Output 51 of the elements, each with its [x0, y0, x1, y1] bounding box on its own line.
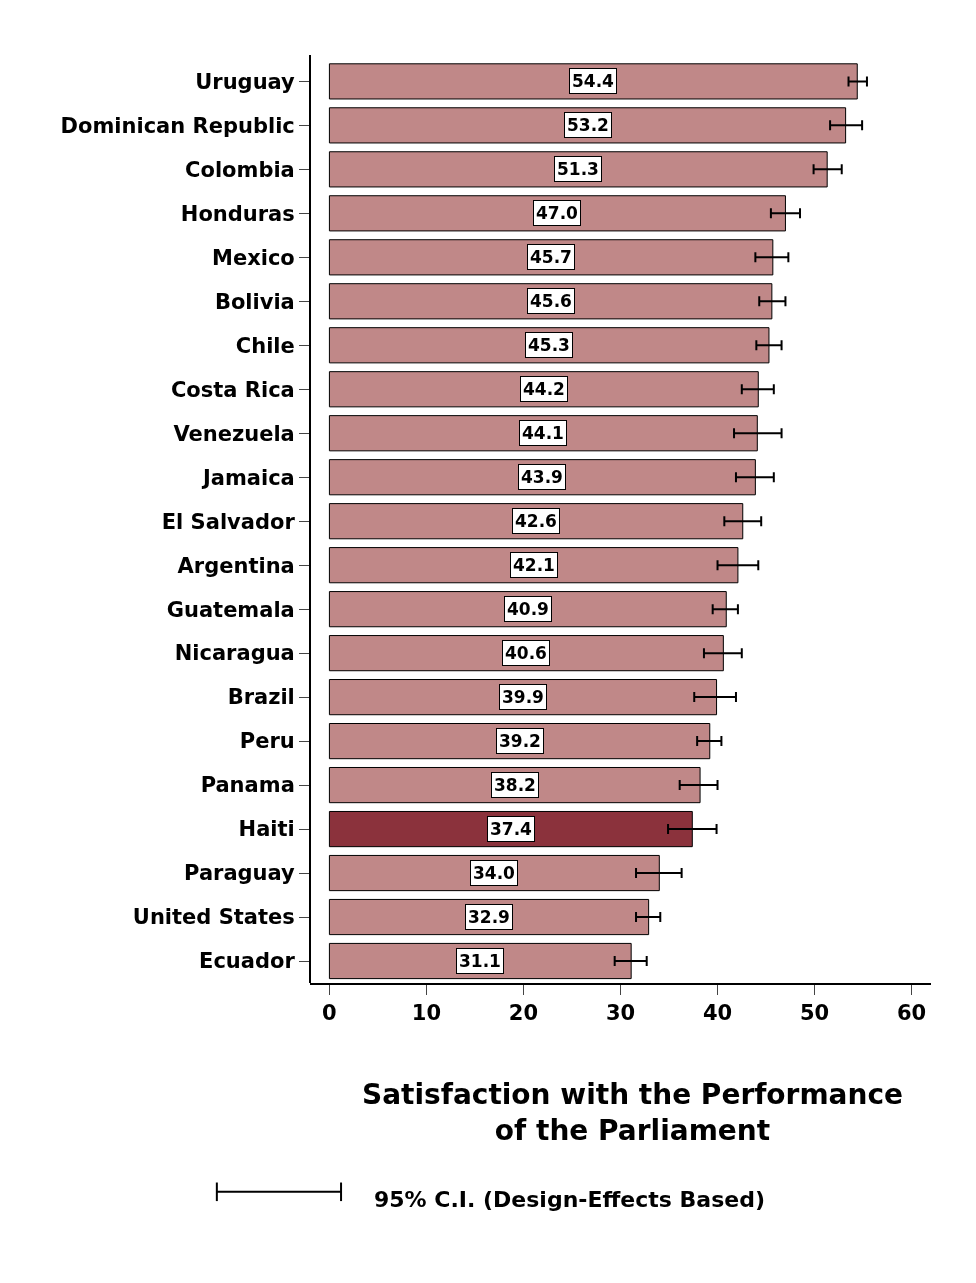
x-tick-label: 30 — [605, 1001, 636, 1026]
y-tick-label: Brazil — [227, 685, 295, 710]
data-label: 38.2 — [494, 775, 536, 795]
data-label: 34.0 — [473, 863, 516, 883]
data-label: 53.2 — [567, 115, 609, 135]
y-tick-label: Uruguay — [195, 69, 296, 94]
y-tick-label: Venezuela — [173, 421, 295, 446]
data-label: 45.3 — [528, 335, 570, 355]
y-tick-label: Panama — [200, 773, 295, 798]
y-tick-label: Colombia — [185, 157, 295, 182]
x-tick-label: 60 — [896, 1001, 927, 1026]
data-label: 37.4 — [490, 819, 533, 839]
text: Satisfaction with the Performance of the Parliament — [362, 1078, 904, 1148]
y-tick-label: Haiti — [238, 817, 295, 842]
data-label: 44.1 — [522, 423, 564, 443]
y-tick-label: Peru — [239, 729, 295, 754]
y-tick-label: El Salvador — [161, 509, 296, 534]
y-tick-label: Dominican Republic — [60, 113, 295, 138]
y-tick-label: United States — [132, 905, 295, 930]
y-tick-label: Paraguay — [184, 861, 296, 886]
data-label: 44.2 — [523, 379, 565, 399]
y-tick-label: Argentina — [177, 553, 295, 578]
y-tick-label: Jamaica — [200, 465, 295, 490]
data-label: 31.1 — [459, 951, 501, 971]
y-tick-label: Costa Rica — [170, 377, 295, 402]
data-label: 39.9 — [502, 687, 544, 707]
data-label: 43.9 — [521, 467, 563, 487]
data-label: 45.6 — [530, 291, 572, 311]
data-label: 42.1 — [513, 555, 555, 575]
x-tick-label: 10 — [411, 1001, 442, 1026]
y-tick-label: Nicaragua — [174, 641, 295, 666]
x-tick-label: 20 — [508, 1001, 539, 1026]
y-tick-label: Bolivia — [214, 289, 295, 314]
y-tick-label: Chile — [235, 333, 295, 358]
y-tick-label: Honduras — [180, 201, 295, 226]
data-label: 39.2 — [499, 731, 541, 751]
data-label: 51.3 — [557, 159, 599, 179]
data-label: 47.0 — [536, 203, 579, 223]
data-label: 32.9 — [468, 907, 510, 927]
x-tick-label: 0 — [322, 1001, 337, 1026]
y-tick-label: Guatemala — [166, 597, 295, 622]
x-tick-label: 40 — [702, 1001, 733, 1026]
data-label: 40.6 — [505, 643, 547, 663]
y-tick-label: Mexico — [212, 245, 295, 270]
text: 95% C.I. (Design-Effects Based) — [374, 1187, 765, 1212]
data-label: 45.7 — [530, 247, 572, 267]
data-label: 42.6 — [515, 511, 557, 531]
data-label: 54.4 — [572, 71, 615, 91]
data-label: 40.9 — [507, 599, 549, 619]
x-tick-label: 50 — [799, 1001, 830, 1026]
y-tick-label: Ecuador — [199, 949, 296, 974]
